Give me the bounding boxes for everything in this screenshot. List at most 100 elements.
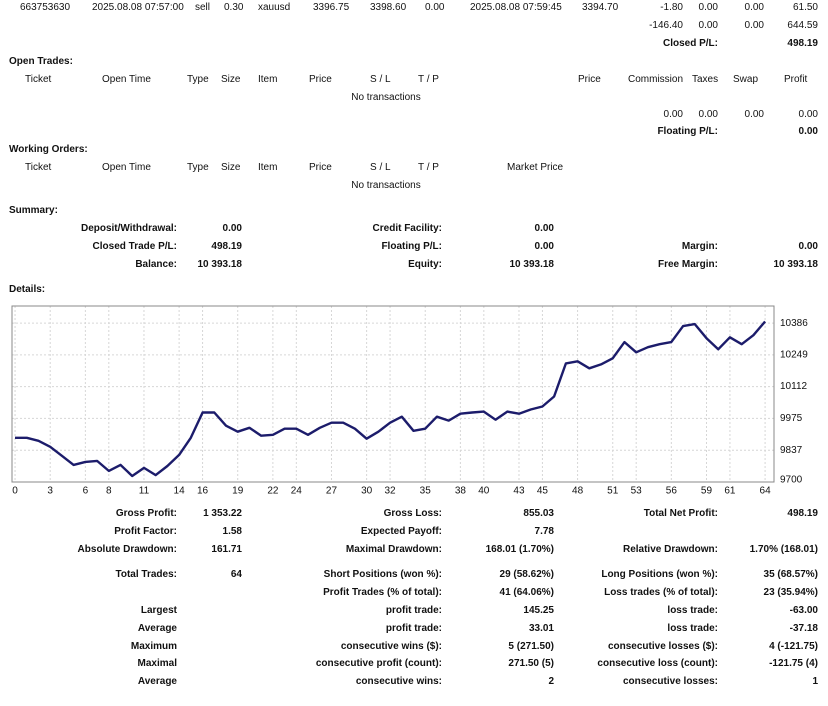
- stat-value: 1.70% (168.01): [749, 544, 818, 555]
- x-tick-label: 48: [572, 486, 584, 497]
- empty-note: No transactions: [351, 180, 421, 191]
- column-header: Price: [309, 162, 332, 173]
- total-cell: 0.00: [798, 109, 818, 120]
- stat-label: Gross Loss:: [383, 508, 442, 519]
- stat-value: 5 (271.50): [508, 641, 554, 652]
- stat-value: 64: [230, 569, 242, 580]
- x-tick-label: 27: [326, 486, 338, 497]
- stat-label: loss trade:: [667, 623, 718, 634]
- stat-value: 0.00: [534, 223, 554, 234]
- x-tick-label: 3: [47, 486, 53, 497]
- stat-label: Absolute Drawdown:: [77, 544, 177, 555]
- stat-label: Expected Payoff:: [360, 526, 442, 537]
- stat-label: Long Positions (won %):: [601, 569, 718, 580]
- x-tick-label: 61: [724, 486, 736, 497]
- cell: 0.00: [698, 2, 718, 13]
- stat-label: Deposit/Withdrawal:: [80, 223, 177, 234]
- total-cell: 0.00: [744, 20, 764, 31]
- column-header: S / L: [370, 74, 391, 85]
- stat-value: 29 (58.62%): [499, 569, 554, 580]
- stat-label: Maximum: [130, 641, 177, 652]
- y-tick-label: 10112: [780, 381, 808, 392]
- cell: xauusd: [258, 2, 291, 13]
- x-tick-label: 38: [455, 486, 467, 497]
- column-header: S / L: [370, 162, 391, 173]
- cell: 61.50: [792, 2, 818, 13]
- stat-label: Average: [137, 676, 177, 687]
- stat-value: 0.00: [534, 241, 554, 252]
- x-tick-label: 24: [291, 486, 303, 497]
- cell: 0.00: [425, 2, 445, 13]
- stat-label: profit trade:: [385, 605, 442, 616]
- x-tick-label: 40: [478, 486, 490, 497]
- column-header: Open Time: [102, 74, 151, 85]
- stat-label: Equity:: [408, 259, 442, 270]
- column-header: Size: [221, 162, 241, 173]
- total-cell: 0.00: [744, 109, 764, 120]
- cell: 2025.08.08 07:57:00: [92, 2, 184, 13]
- column-header: Market Price: [507, 162, 564, 173]
- stat-value: 1: [812, 676, 818, 687]
- cell: 663753630: [20, 2, 71, 13]
- stat-label: profit trade:: [385, 623, 442, 634]
- cell: 3394.70: [582, 2, 619, 13]
- stat-label: consecutive wins ($):: [340, 641, 442, 652]
- column-header: Ticket: [25, 162, 52, 173]
- column-header: Item: [258, 74, 278, 85]
- total-cell: 644.59: [787, 20, 818, 31]
- stat-value: 1 353.22: [203, 508, 242, 519]
- stat-value: 4 (-121.75): [769, 641, 818, 652]
- x-tick-label: 45: [537, 486, 549, 497]
- stat-label: consecutive losses ($):: [607, 641, 718, 652]
- total-cell: 0.00: [663, 109, 683, 120]
- column-header: Item: [258, 162, 278, 173]
- empty-note: No transactions: [351, 92, 421, 103]
- x-tick-label: 0: [12, 486, 18, 497]
- stat-label: consecutive profit (count):: [315, 658, 442, 669]
- x-tick-label: 30: [361, 486, 373, 497]
- x-tick-label: 11: [139, 486, 150, 497]
- stat-label: Balance:: [135, 259, 177, 270]
- column-header: Type: [187, 162, 209, 173]
- stat-value: 33.01: [528, 623, 554, 634]
- stat-label: consecutive loss (count):: [597, 658, 718, 669]
- stat-label: Largest: [140, 605, 177, 616]
- floating-pl-value: 0.00: [798, 126, 818, 137]
- x-tick-label: 16: [197, 486, 209, 497]
- stat-value: 855.03: [523, 508, 554, 519]
- stat-value: 7.78: [534, 526, 554, 537]
- stat-label: Average: [137, 623, 177, 634]
- stat-value: 2: [548, 676, 554, 687]
- x-tick-label: 22: [267, 486, 279, 497]
- x-tick-label: 35: [420, 486, 432, 497]
- total-cell: -146.40: [649, 20, 683, 31]
- stat-value: 0.00: [798, 241, 818, 252]
- column-header: Commission: [628, 74, 684, 85]
- stat-label: Closed Trade P/L:: [92, 241, 177, 252]
- stat-label: Maximal: [137, 658, 177, 669]
- stat-value: 498.19: [211, 241, 242, 252]
- y-tick-label: 10249: [780, 350, 808, 361]
- x-tick-label: 6: [83, 486, 89, 497]
- stat-label: loss trade:: [667, 605, 718, 616]
- stat-label: consecutive losses:: [622, 676, 718, 687]
- cell: -1.80: [660, 2, 683, 13]
- x-tick-label: 8: [106, 486, 112, 497]
- x-tick-label: 32: [385, 486, 397, 497]
- section-title: Working Orders:: [9, 144, 88, 155]
- total-cell: 0.00: [698, 20, 718, 31]
- plot-frame: [11, 305, 775, 483]
- y-tick-label: 9975: [780, 413, 803, 424]
- stat-value: 10 393.18: [509, 259, 555, 270]
- section-title: Details:: [9, 284, 46, 295]
- closed-pl-value: 498.19: [787, 38, 818, 49]
- stat-value: 271.50 (5): [508, 658, 554, 669]
- stat-label: Margin:: [681, 241, 718, 252]
- column-header: Profit: [784, 74, 808, 85]
- x-tick-label: 64: [760, 486, 772, 497]
- stat-label: Total Trades:: [115, 569, 178, 580]
- stat-value: 145.25: [523, 605, 554, 616]
- cell: 3396.75: [313, 2, 350, 13]
- y-tick-label: 9700: [780, 475, 803, 486]
